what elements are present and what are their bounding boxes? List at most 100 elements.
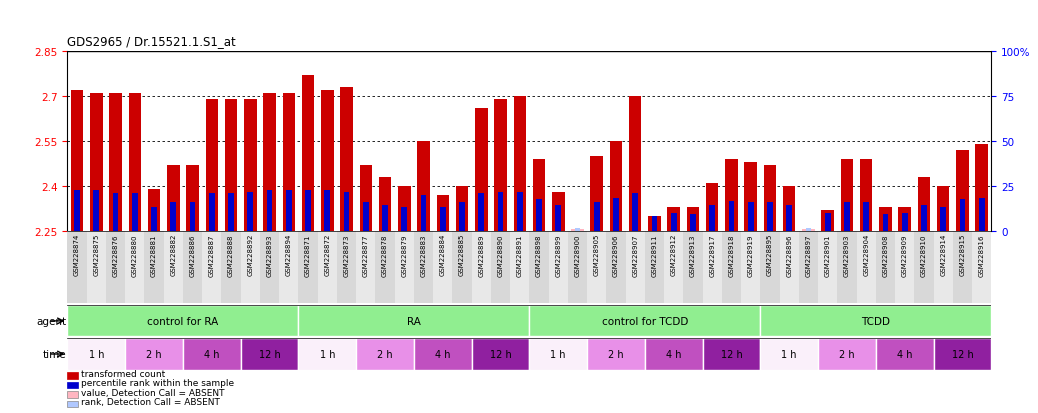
- Bar: [606, 231, 626, 304]
- Text: 4 h: 4 h: [435, 349, 450, 359]
- Bar: [536, 200, 542, 231]
- Bar: [648, 216, 661, 231]
- Bar: [629, 97, 641, 231]
- Bar: [129, 94, 141, 231]
- Text: 12 h: 12 h: [490, 349, 512, 359]
- Bar: [67, 306, 299, 337]
- Text: GSM228909: GSM228909: [902, 233, 907, 276]
- Bar: [260, 231, 279, 304]
- Bar: [183, 339, 241, 370]
- Text: GSM228917: GSM228917: [709, 233, 715, 276]
- Bar: [760, 306, 991, 337]
- Text: GSM228905: GSM228905: [594, 233, 600, 276]
- Text: 12 h: 12 h: [720, 349, 742, 359]
- Text: GSM228898: GSM228898: [536, 233, 542, 276]
- Bar: [517, 192, 523, 231]
- Bar: [764, 165, 776, 231]
- Bar: [652, 216, 657, 231]
- Text: GSM228878: GSM228878: [382, 233, 388, 276]
- Bar: [510, 231, 529, 304]
- Text: GSM228907: GSM228907: [632, 233, 638, 276]
- Bar: [299, 339, 356, 370]
- Bar: [588, 339, 645, 370]
- Text: GSM228876: GSM228876: [112, 233, 118, 276]
- Bar: [825, 213, 830, 231]
- Bar: [805, 229, 812, 231]
- Bar: [844, 203, 850, 231]
- Bar: [126, 231, 144, 304]
- Bar: [555, 206, 562, 231]
- Bar: [382, 206, 388, 231]
- Bar: [398, 186, 411, 231]
- Text: GSM228913: GSM228913: [690, 233, 695, 276]
- Bar: [359, 165, 372, 231]
- Bar: [147, 189, 160, 231]
- Text: GSM228887: GSM228887: [209, 233, 215, 276]
- Bar: [703, 339, 760, 370]
- Bar: [471, 339, 529, 370]
- Bar: [933, 231, 953, 304]
- Bar: [879, 207, 892, 231]
- Text: RA: RA: [407, 316, 420, 326]
- Bar: [453, 231, 471, 304]
- Bar: [109, 94, 121, 231]
- Bar: [532, 159, 545, 231]
- Text: GSM228915: GSM228915: [959, 233, 965, 276]
- Bar: [344, 192, 350, 231]
- Text: GSM228882: GSM228882: [170, 233, 176, 276]
- Bar: [588, 231, 606, 304]
- Bar: [780, 231, 799, 304]
- Bar: [479, 194, 484, 231]
- Bar: [876, 231, 895, 304]
- Bar: [760, 231, 780, 304]
- Bar: [221, 231, 241, 304]
- Text: value, Detection Call = ABSENT: value, Detection Call = ABSENT: [81, 388, 224, 397]
- Text: rank, Detection Call = ABSENT: rank, Detection Call = ABSENT: [81, 397, 220, 406]
- Bar: [475, 109, 488, 231]
- Bar: [376, 231, 394, 304]
- Bar: [976, 145, 988, 231]
- Text: GSM228873: GSM228873: [344, 233, 350, 276]
- Text: 2 h: 2 h: [839, 349, 854, 359]
- Bar: [767, 203, 773, 231]
- Bar: [703, 231, 721, 304]
- Text: GSM228912: GSM228912: [671, 233, 677, 276]
- Bar: [841, 159, 853, 231]
- Bar: [144, 231, 164, 304]
- Text: 4 h: 4 h: [897, 349, 912, 359]
- Bar: [940, 207, 946, 231]
- Bar: [902, 213, 907, 231]
- Bar: [918, 177, 930, 231]
- Bar: [93, 191, 100, 231]
- Bar: [802, 230, 815, 231]
- Bar: [414, 231, 433, 304]
- Text: time: time: [43, 349, 66, 359]
- Text: GSM228877: GSM228877: [363, 233, 368, 276]
- Bar: [937, 186, 950, 231]
- Bar: [933, 339, 991, 370]
- Text: GSM228896: GSM228896: [786, 233, 792, 276]
- Text: transformed count: transformed count: [81, 369, 165, 378]
- Bar: [264, 94, 276, 231]
- Bar: [132, 194, 138, 231]
- Text: GSM228872: GSM228872: [324, 233, 330, 276]
- Bar: [876, 339, 933, 370]
- Bar: [87, 231, 106, 304]
- Bar: [318, 231, 337, 304]
- Bar: [126, 339, 183, 370]
- Bar: [337, 231, 356, 304]
- Text: 4 h: 4 h: [204, 349, 220, 359]
- Bar: [285, 191, 292, 231]
- Bar: [186, 165, 199, 231]
- Text: GSM228897: GSM228897: [805, 233, 812, 276]
- Text: GSM228890: GSM228890: [497, 233, 503, 276]
- Bar: [706, 183, 718, 231]
- Text: GSM228886: GSM228886: [190, 233, 195, 276]
- Bar: [979, 198, 985, 231]
- Bar: [671, 213, 677, 231]
- Text: GDS2965 / Dr.15521.1.S1_at: GDS2965 / Dr.15521.1.S1_at: [67, 35, 237, 47]
- Text: GSM228893: GSM228893: [267, 233, 273, 276]
- Text: GSM228904: GSM228904: [864, 233, 869, 276]
- Bar: [244, 100, 256, 231]
- Bar: [529, 306, 760, 337]
